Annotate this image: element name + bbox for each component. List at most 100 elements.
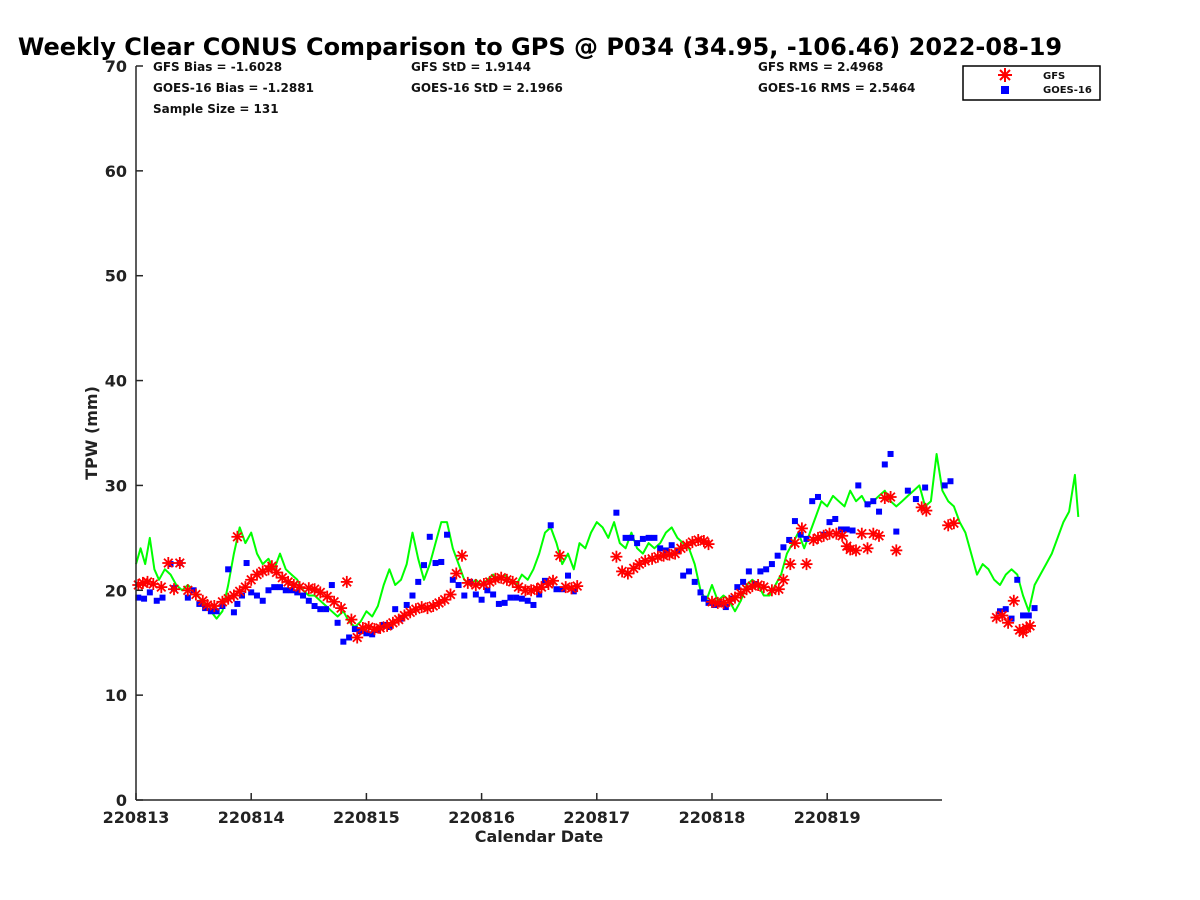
stat-goes-std: GOES-16 StD = 2.1966 bbox=[411, 81, 563, 95]
y-tick-label: 20 bbox=[105, 581, 127, 600]
goes-point bbox=[461, 592, 468, 599]
goes-point bbox=[271, 584, 278, 591]
goes-point bbox=[449, 576, 456, 583]
goes-point bbox=[507, 594, 514, 601]
goes-point bbox=[697, 589, 704, 596]
x-tick-label: 220815 bbox=[333, 808, 400, 827]
gfs-point bbox=[836, 529, 849, 542]
goes-point bbox=[864, 501, 871, 508]
gfs-point bbox=[777, 573, 790, 586]
goes-point bbox=[876, 508, 883, 515]
y-tick-label: 10 bbox=[105, 686, 127, 705]
goes-point bbox=[832, 515, 839, 522]
goes-point bbox=[887, 450, 894, 457]
goes-point bbox=[478, 596, 485, 603]
gfs-point bbox=[800, 558, 813, 571]
goes-point bbox=[513, 594, 520, 601]
stat-gfs-bias: GFS Bias = -1.6028 bbox=[153, 60, 282, 74]
goes-point bbox=[323, 606, 330, 613]
goes-point bbox=[213, 608, 220, 615]
gfs-point bbox=[996, 609, 1009, 622]
goes-point bbox=[518, 595, 525, 602]
gfs-point bbox=[461, 576, 474, 589]
gfs-point bbox=[321, 590, 334, 603]
y-tick-label: 40 bbox=[105, 372, 127, 391]
x-axis-label: Calendar Date bbox=[475, 827, 604, 846]
goes-point bbox=[657, 545, 664, 552]
goes-point bbox=[855, 482, 862, 489]
gfs-point bbox=[314, 586, 327, 599]
goes-point bbox=[826, 519, 833, 526]
goes-point bbox=[745, 568, 752, 575]
goes-point bbox=[565, 572, 571, 579]
gfs-point bbox=[231, 530, 244, 543]
gfs-point bbox=[162, 557, 175, 569]
goes-point bbox=[547, 522, 554, 529]
series-line-2 bbox=[135, 453, 1080, 628]
goes-point bbox=[553, 586, 560, 593]
goes-point bbox=[294, 589, 301, 596]
gfs-point bbox=[392, 613, 405, 626]
gfs-point bbox=[850, 544, 862, 557]
goes-point bbox=[691, 578, 698, 585]
goes-point bbox=[248, 589, 255, 596]
goes-point bbox=[351, 626, 358, 633]
goes-point bbox=[734, 584, 741, 591]
gfs-point bbox=[788, 537, 801, 550]
x-tick-label: 220816 bbox=[448, 808, 515, 827]
gfs-point bbox=[884, 491, 897, 503]
goes-point bbox=[392, 606, 399, 613]
goes-point bbox=[1020, 612, 1027, 619]
goes-point bbox=[490, 591, 497, 598]
goes-point bbox=[230, 609, 237, 616]
goes-point bbox=[941, 482, 948, 489]
gfs-point bbox=[239, 581, 252, 594]
gfs-point bbox=[335, 602, 348, 615]
goes-point bbox=[651, 534, 658, 541]
gfs-point bbox=[340, 575, 353, 588]
gfs-point bbox=[173, 557, 186, 569]
goes-point bbox=[305, 597, 312, 604]
goes-point bbox=[207, 608, 214, 615]
chart-title: Weekly Clear CONUS Comparison to GPS @ P… bbox=[18, 33, 1062, 61]
legend-goes-label: GOES-16 bbox=[1043, 85, 1092, 96]
goes-point bbox=[893, 528, 900, 535]
goes-point bbox=[774, 552, 781, 559]
gfs-point bbox=[495, 571, 508, 584]
goes-point bbox=[1025, 612, 1032, 619]
goes-point bbox=[838, 526, 845, 533]
goes-point bbox=[622, 534, 629, 541]
goes-point bbox=[277, 584, 283, 591]
goes-point bbox=[797, 531, 804, 538]
series-layer bbox=[132, 450, 1080, 645]
goes-point bbox=[363, 630, 370, 637]
gfs-point bbox=[141, 575, 154, 588]
goes-point bbox=[346, 634, 353, 641]
goes-point bbox=[159, 594, 166, 601]
goes-point bbox=[415, 578, 422, 585]
goes-point bbox=[184, 594, 191, 601]
goes-point bbox=[141, 595, 148, 602]
x-tick-label: 220818 bbox=[679, 808, 746, 827]
goes-point bbox=[311, 603, 318, 610]
gfs-point bbox=[861, 542, 874, 555]
x-tick-label: 220813 bbox=[103, 808, 170, 827]
goes-point bbox=[1031, 605, 1038, 612]
goes-point bbox=[645, 534, 652, 541]
goes-point bbox=[524, 597, 531, 604]
goes-point bbox=[922, 484, 929, 491]
goes-point bbox=[1002, 606, 1009, 613]
goes-point bbox=[234, 600, 241, 607]
gfs-point bbox=[553, 549, 566, 562]
goes-point bbox=[559, 586, 566, 593]
goes-point bbox=[740, 578, 747, 585]
gfs-point bbox=[456, 549, 468, 562]
stat-goes-rms: GOES-16 RMS = 2.5464 bbox=[758, 81, 915, 95]
gfs-point bbox=[547, 574, 559, 587]
goes-point bbox=[467, 578, 474, 585]
gfs-point bbox=[947, 517, 960, 530]
gfs-point bbox=[610, 550, 623, 563]
goes-point bbox=[668, 542, 675, 549]
goes-point bbox=[334, 619, 341, 626]
